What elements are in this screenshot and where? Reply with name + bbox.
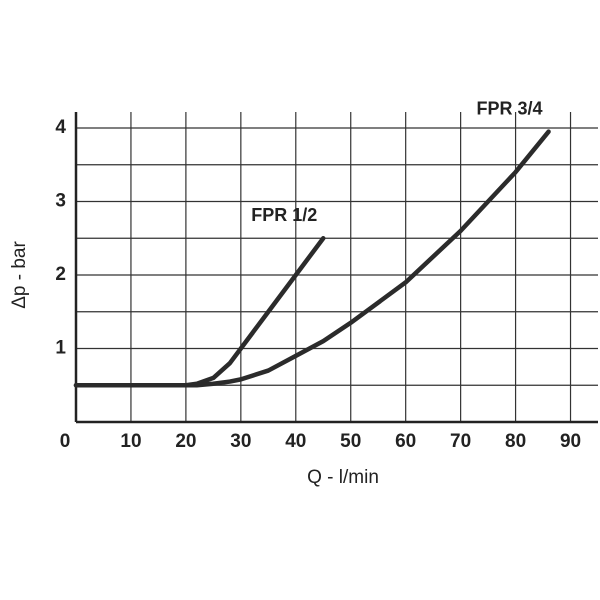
x-tick-label: 20 bbox=[175, 431, 196, 452]
y-tick-label: 2 bbox=[55, 264, 66, 285]
series-label: FPR 3/4 bbox=[477, 98, 543, 118]
x-axis-title: Q - l/min bbox=[307, 467, 379, 488]
x-tick-label: 30 bbox=[230, 431, 251, 452]
x-tick-label: 60 bbox=[395, 431, 416, 452]
x-tick-label: 70 bbox=[450, 431, 471, 452]
x-tick-label: 0 bbox=[60, 431, 71, 452]
x-tick-label: 50 bbox=[340, 431, 361, 452]
x-tick-label: 10 bbox=[120, 431, 141, 452]
y-tick-label: 4 bbox=[55, 117, 66, 138]
series-label: FPR 1/2 bbox=[251, 205, 317, 225]
y-axis-title: Δp - bar bbox=[9, 241, 30, 309]
x-tick-label: 80 bbox=[505, 431, 526, 452]
series-line bbox=[73, 129, 551, 388]
x-tick-label: 40 bbox=[285, 431, 306, 452]
x-tick-label: 90 bbox=[560, 431, 581, 452]
y-tick-label: 1 bbox=[55, 338, 66, 359]
y-tick-label: 3 bbox=[55, 191, 66, 212]
